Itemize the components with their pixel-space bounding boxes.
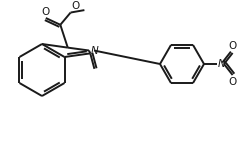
Text: O: O	[229, 41, 237, 51]
Text: O: O	[72, 1, 80, 11]
Text: N: N	[90, 45, 98, 56]
Text: N: N	[218, 59, 226, 69]
Text: O: O	[41, 7, 50, 17]
Text: O: O	[229, 76, 237, 87]
